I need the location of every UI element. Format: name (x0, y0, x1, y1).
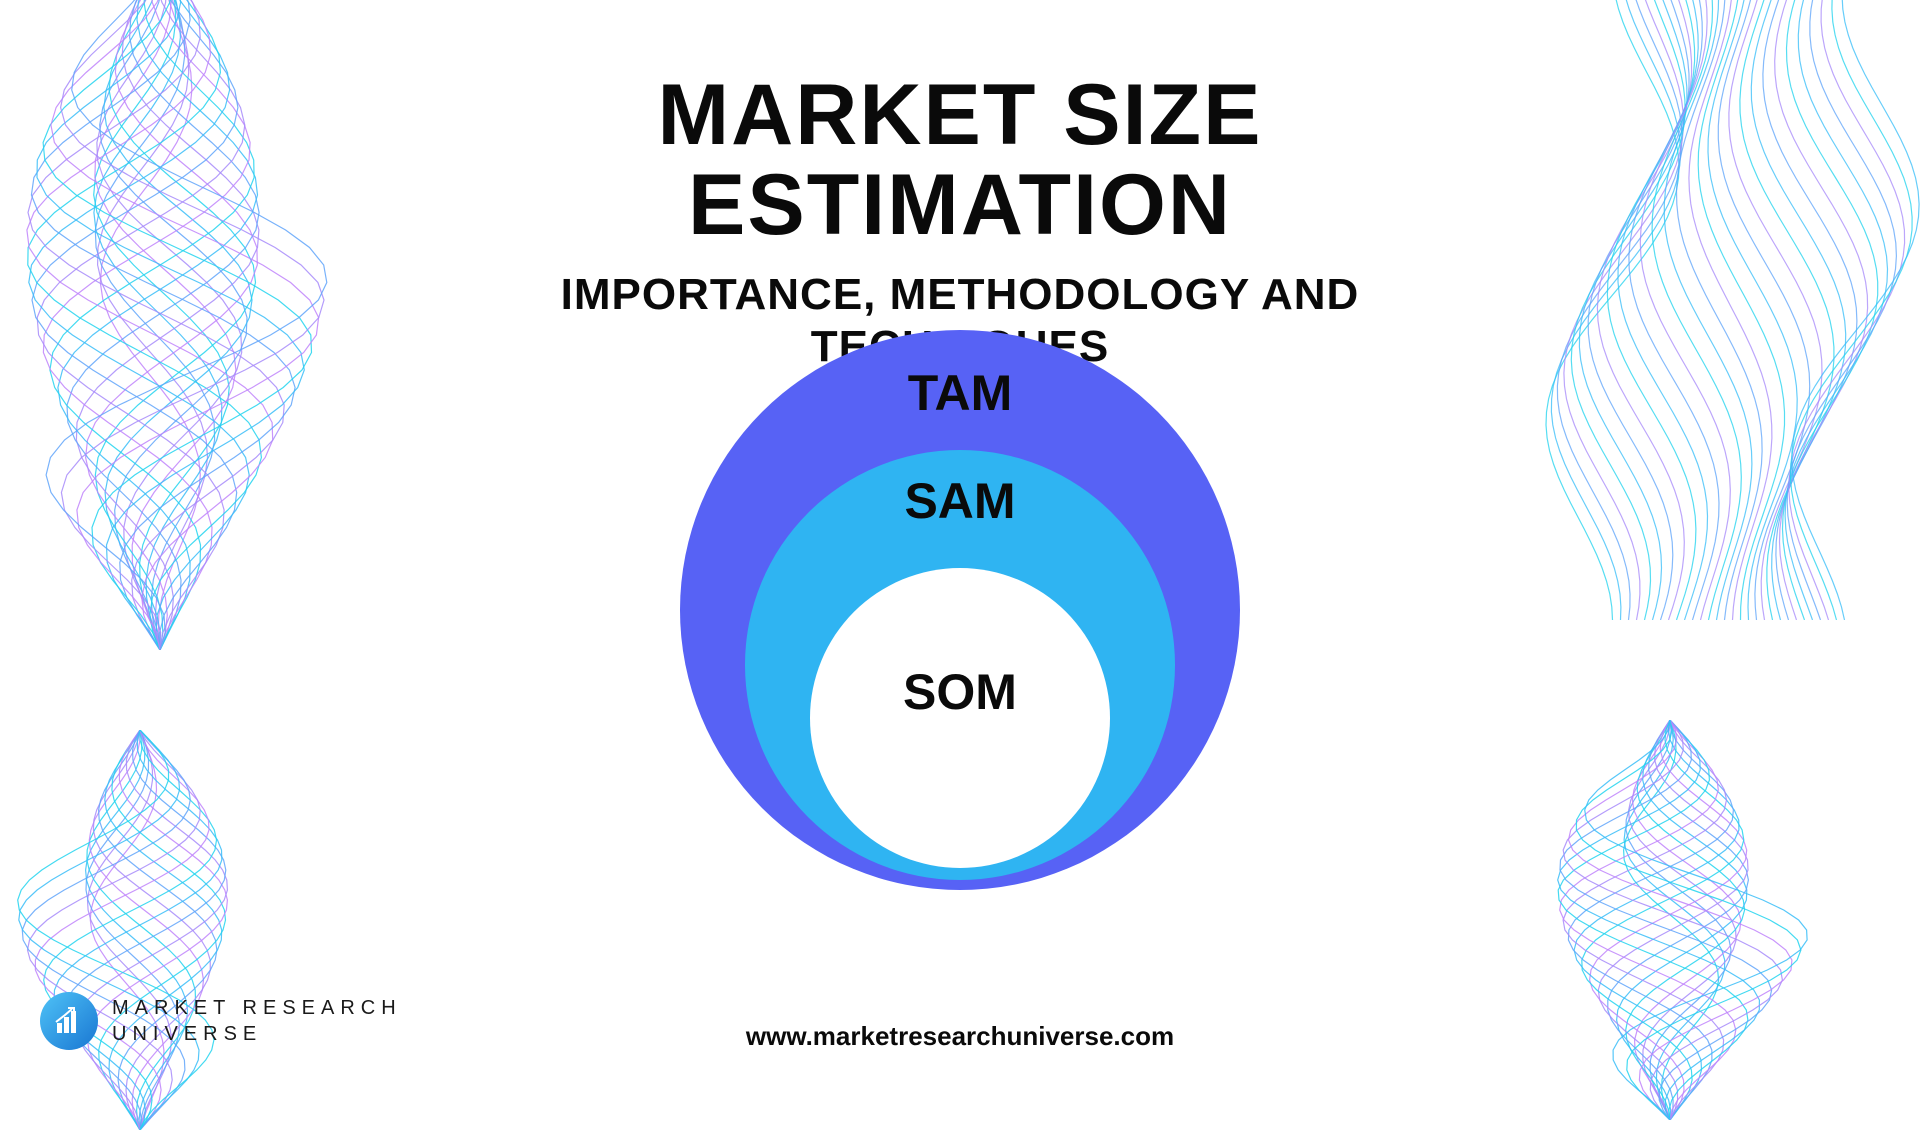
subtitle-line1: IMPORTANCE, METHODOLOGY AND (561, 270, 1360, 319)
wave-bottom-left (0, 730, 440, 1130)
circle-label-tam: TAM (908, 364, 1013, 422)
wave-bottom-right (1470, 720, 1920, 1120)
circle-som: SOM (810, 568, 1110, 868)
logo-block: MARKET RESEARCH UNIVERSE (40, 992, 402, 1050)
logo-text-line1: MARKET RESEARCH (112, 997, 402, 1019)
logo-icon (40, 992, 98, 1050)
nested-circles-diagram: TAM SAM SOM (680, 330, 1240, 890)
main-title: MARKET SIZE ESTIMATION (410, 70, 1510, 251)
logo-text: MARKET RESEARCH UNIVERSE (112, 995, 402, 1047)
logo-text-line2: UNIVERSE (112, 1023, 262, 1045)
website-url: www.marketresearchuniverse.com (746, 1021, 1174, 1052)
circle-label-sam: SAM (904, 472, 1015, 530)
title-block: MARKET SIZE ESTIMATION IMPORTANCE, METHO… (410, 70, 1510, 374)
circle-label-som: SOM (903, 663, 1017, 721)
